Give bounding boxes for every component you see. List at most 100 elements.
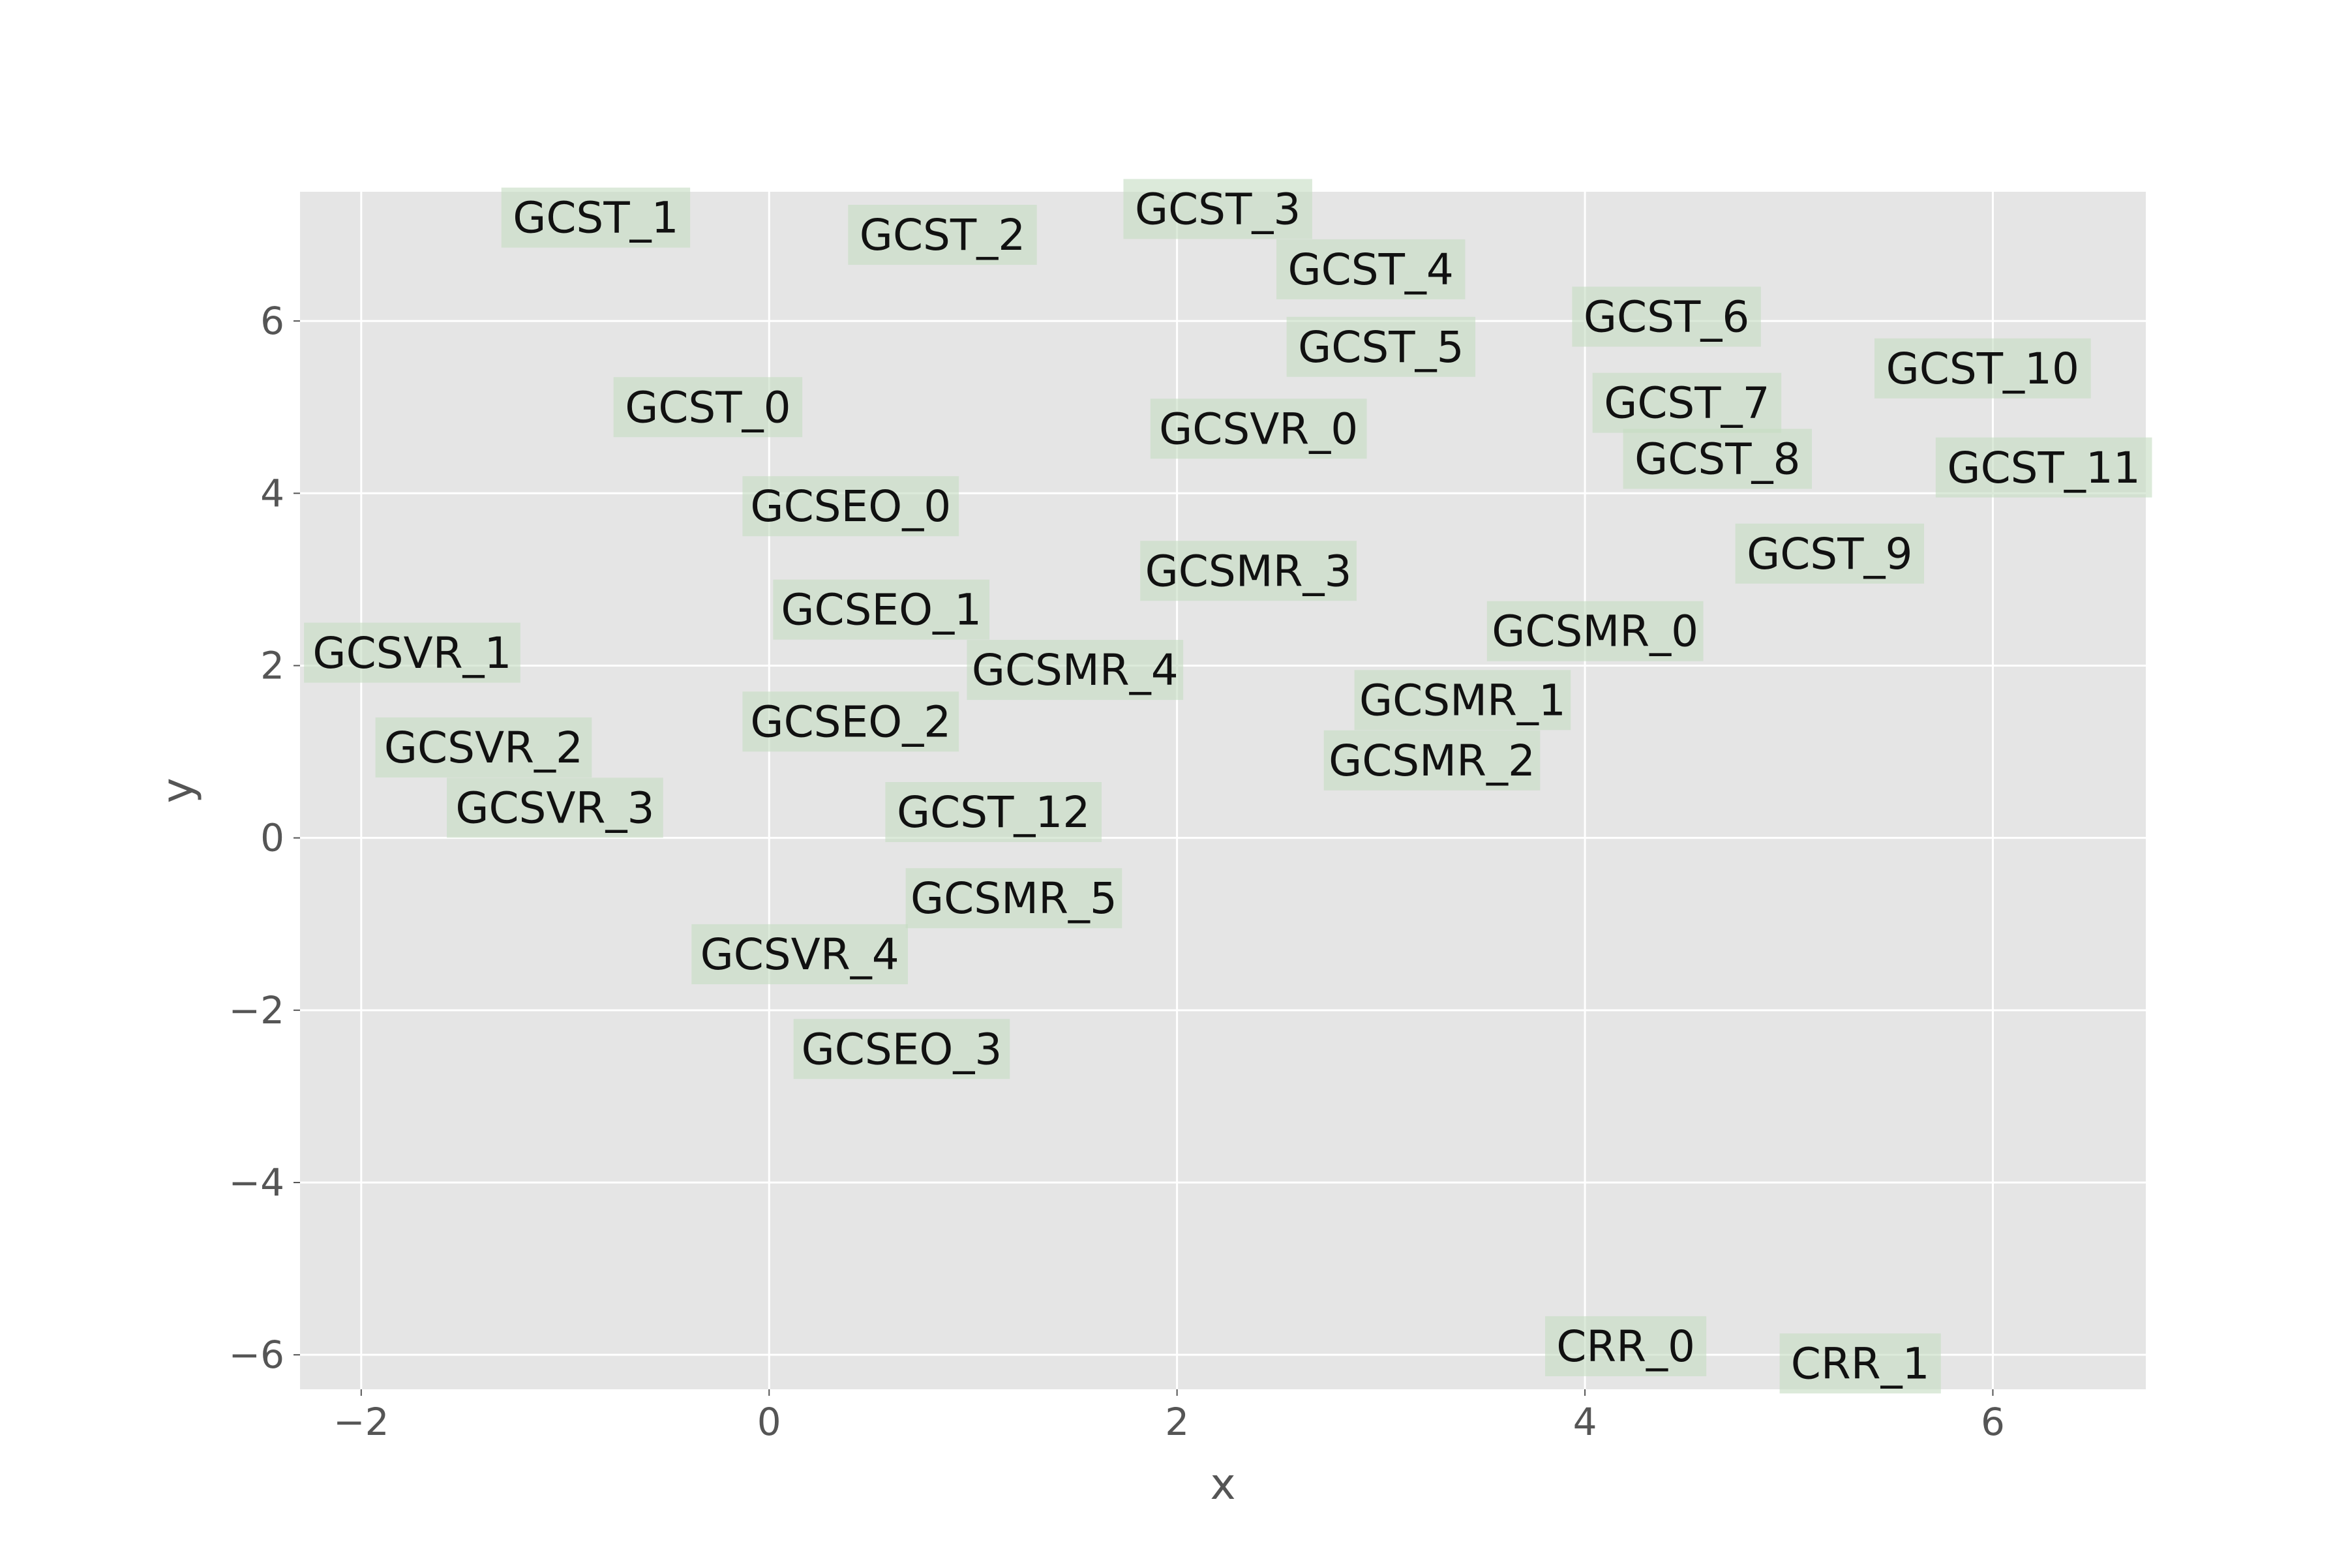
data-point: GCSMR_4 — [967, 640, 1184, 701]
data-point: GCST_12 — [885, 782, 1102, 843]
point-label-box — [1592, 372, 1782, 433]
data-point: GCST_8 — [1623, 429, 1813, 489]
point-label: GCST_10 — [1886, 344, 2079, 394]
y-axis-label: y — [153, 777, 203, 803]
point-label: GCSEO_3 — [802, 1024, 1002, 1074]
data-point: GCSEO_2 — [742, 691, 959, 752]
point-label: GCST_8 — [1634, 434, 1800, 485]
point-label: GCSMR_4 — [972, 645, 1179, 695]
point-label-box — [375, 717, 592, 777]
point-label: GCSVR_1 — [312, 628, 511, 678]
data-point: GCSMR_0 — [1486, 601, 1704, 661]
data-point: CRR_0 — [1544, 1316, 1707, 1376]
data-point: GCSEO_3 — [793, 1019, 1010, 1079]
data-point: GCST_0 — [613, 377, 803, 438]
data-points: GCST_0 GCST_1 GCST_2 GCST_3 GCST_4 GCST_5 GCST… — [304, 179, 2152, 1394]
data-point: GCSMR_2 — [1323, 730, 1541, 791]
point-label-box — [1123, 179, 1312, 239]
point-label-box — [967, 640, 1184, 701]
data-point: GCST_7 — [1592, 372, 1782, 433]
point-label: GCST_1 — [513, 193, 678, 243]
point-label: GCSEO_2 — [750, 697, 951, 747]
x-axis-label: x — [1210, 1459, 1235, 1509]
point-label: GCST_3 — [1135, 185, 1301, 235]
data-point: GCSMR_5 — [905, 868, 1122, 929]
point-label-box — [1623, 429, 1813, 489]
point-label-box — [1276, 239, 1466, 299]
point-label-box — [1354, 670, 1571, 731]
point-label: GCST_0 — [625, 382, 790, 432]
data-point: GCSMR_3 — [1140, 541, 1357, 601]
point-label-box — [1486, 601, 1704, 661]
data-point: GCSVR_2 — [375, 717, 592, 777]
y-tick-label: 4 — [260, 471, 284, 515]
data-point: GCST_9 — [1735, 523, 1925, 584]
point-label-box — [1150, 399, 1367, 459]
data-point: GCSVR_0 — [1150, 399, 1367, 459]
x-tick-label: 4 — [1573, 1400, 1597, 1444]
point-label-box — [1286, 316, 1476, 377]
point-label: GCST_2 — [860, 210, 1025, 260]
y-tick-label: 0 — [260, 816, 284, 860]
point-label-box — [613, 377, 803, 438]
point-label: GCSMR_0 — [1492, 607, 1698, 657]
data-point: GCST_5 — [1286, 316, 1476, 377]
data-point: GCSVR_1 — [304, 622, 520, 683]
data-point: GCST_10 — [1874, 338, 2091, 399]
point-label-box — [793, 1019, 1010, 1079]
point-label-box — [848, 205, 1037, 265]
x-tick-label: 0 — [757, 1400, 781, 1444]
point-label-box — [1572, 286, 1761, 347]
point-label: GCSVR_3 — [455, 783, 654, 834]
point-label-box — [1779, 1333, 1941, 1394]
point-label: GCST_9 — [1747, 529, 1912, 579]
grid-lines — [300, 192, 2146, 1389]
point-label-box — [1323, 730, 1541, 791]
point-label: GCSVR_2 — [384, 723, 583, 773]
point-label-box — [501, 187, 691, 248]
y-tick-label: −2 — [229, 988, 285, 1033]
y-tick-label: 6 — [260, 299, 284, 343]
data-point: GCST_3 — [1123, 179, 1312, 239]
y-tick-label: 2 — [260, 643, 284, 687]
y-tick-label: −6 — [229, 1333, 285, 1377]
data-point: GCSEO_0 — [742, 476, 959, 537]
point-label: GCSVR_0 — [1159, 404, 1358, 454]
axis-ticks: −2 0 2 4 6 −6 −4 −2 0 2 4 6 — [229, 299, 2005, 1444]
data-point: GCSEO_1 — [773, 579, 990, 640]
data-point: GCST_6 — [1572, 286, 1761, 347]
data-point: GCSVR_3 — [447, 777, 663, 838]
y-tick-label: −4 — [229, 1160, 285, 1205]
point-label: CRR_1 — [1791, 1338, 1930, 1389]
data-point: GCST_11 — [1935, 437, 2152, 498]
data-point: CRR_1 — [1779, 1333, 1941, 1394]
x-tick-label: 6 — [1981, 1400, 2005, 1444]
point-label-box — [885, 782, 1102, 843]
point-label: GCSEO_1 — [781, 585, 982, 635]
point-label: GCST_12 — [897, 787, 1090, 837]
point-label-box — [304, 622, 520, 683]
point-label: GCST_11 — [1947, 443, 2140, 493]
x-tick-label: −2 — [333, 1400, 389, 1444]
point-label: GCSMR_1 — [1359, 675, 1566, 725]
point-label: GCST_4 — [1287, 245, 1453, 295]
point-label-box — [742, 476, 959, 537]
x-tick-label: 2 — [1165, 1400, 1189, 1444]
point-label-box — [1735, 523, 1925, 584]
point-label-box — [773, 579, 990, 640]
point-label: GCST_6 — [1584, 292, 1749, 342]
point-label-box — [1140, 541, 1357, 601]
point-label-box — [1935, 437, 2152, 498]
data-point: GCSVR_4 — [691, 924, 908, 984]
point-label-box — [691, 924, 908, 984]
point-label-box — [742, 691, 959, 752]
data-point: GCST_4 — [1276, 239, 1466, 299]
point-label: GCSMR_3 — [1145, 546, 1352, 596]
point-label-box — [1874, 338, 2091, 399]
point-label: GCST_5 — [1298, 322, 1464, 372]
point-label-box — [447, 777, 663, 838]
data-point: GCST_2 — [848, 205, 1037, 265]
point-label: GCSEO_0 — [750, 481, 951, 532]
